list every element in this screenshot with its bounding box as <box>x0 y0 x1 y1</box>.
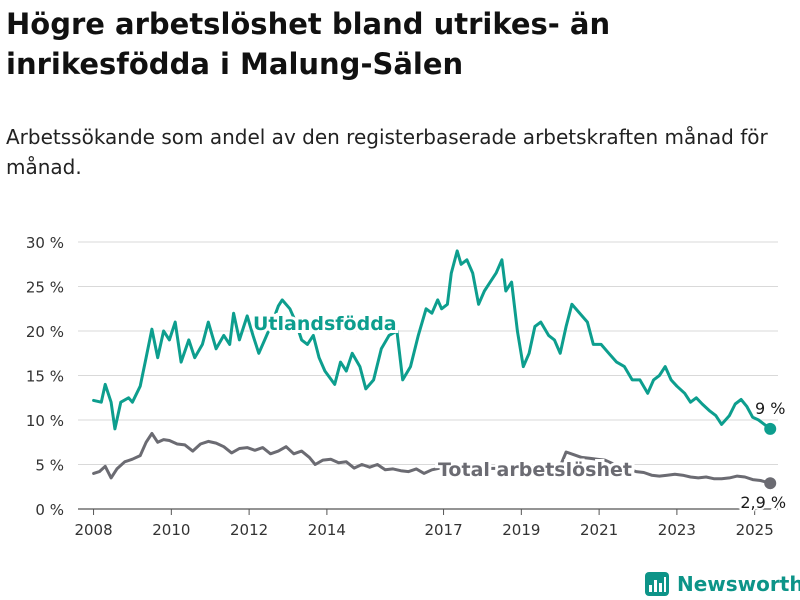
gridlines <box>78 241 778 510</box>
y-tick-label: 0 % <box>35 501 64 519</box>
x-tick-label: 2017 <box>424 521 462 539</box>
series-labels: 9 % 2,9 % Utlandsfödda Total arbetslöshet <box>250 310 788 514</box>
y-tick-label: 25 % <box>26 279 64 297</box>
y-tick-label: 5 % <box>35 457 64 475</box>
x-tick-label: 2023 <box>658 521 696 539</box>
y-tick-label: 15 % <box>26 368 64 386</box>
x-tick-label: 2014 <box>308 521 346 539</box>
y-tick-label: 20 % <box>26 323 64 341</box>
y-tick-label: 10 % <box>26 412 64 430</box>
x-tick-label: 2008 <box>74 521 112 539</box>
series-line-total <box>92 431 772 485</box>
x-tick-label: 2025 <box>736 521 774 539</box>
x-tick-label: 2021 <box>580 521 618 539</box>
x-tick-label: 2012 <box>230 521 268 539</box>
series-line-utlandsfodda <box>92 249 772 431</box>
end-point-marker <box>764 477 777 490</box>
chart-subtitle: Arbetssökande som andel av den registerb… <box>6 125 768 179</box>
x-tick-label: 2019 <box>502 521 540 539</box>
newsworthy-brand[interactable]: Newsworthy <box>645 568 800 600</box>
x-tick-label: 2010 <box>152 521 190 539</box>
bar-chart-logo-icon <box>645 572 669 596</box>
end-value-label: 9 % <box>755 399 785 418</box>
y-axis: 0 % 5 % 10 % 15 % 20 % 25 % 30 % <box>26 234 64 519</box>
x-axis: 2008 2010 2012 2014 2017 2019 2021 2023 2025 <box>74 509 774 539</box>
chart-title: Högre arbetslöshet bland utrikes- än inr… <box>6 7 611 81</box>
series-name-label: Total arbetslöshet <box>438 459 632 481</box>
end-point-marker <box>764 422 777 435</box>
series-lines <box>92 249 777 490</box>
end-value-label: 2,9 % <box>740 493 786 512</box>
y-tick-label: 30 % <box>26 234 64 252</box>
series-name-label: Utlandsfödda <box>253 313 397 335</box>
brand-name: Newsworthy <box>677 572 800 596</box>
